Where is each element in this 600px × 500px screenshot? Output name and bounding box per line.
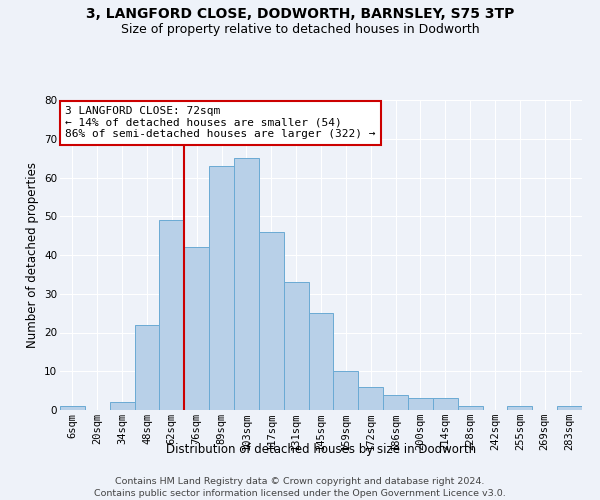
Bar xyxy=(408,398,433,410)
Bar xyxy=(60,406,85,410)
Bar xyxy=(284,282,308,410)
Bar xyxy=(184,247,209,410)
Bar xyxy=(433,398,458,410)
Bar xyxy=(209,166,234,410)
Bar xyxy=(160,220,184,410)
Text: 3, LANGFORD CLOSE, DODWORTH, BARNSLEY, S75 3TP: 3, LANGFORD CLOSE, DODWORTH, BARNSLEY, S… xyxy=(86,8,514,22)
Bar xyxy=(557,406,582,410)
Text: Contains HM Land Registry data © Crown copyright and database right 2024.: Contains HM Land Registry data © Crown c… xyxy=(115,478,485,486)
Bar xyxy=(358,387,383,410)
Bar xyxy=(508,406,532,410)
Bar xyxy=(234,158,259,410)
Text: 3 LANGFORD CLOSE: 72sqm
← 14% of detached houses are smaller (54)
86% of semi-de: 3 LANGFORD CLOSE: 72sqm ← 14% of detache… xyxy=(65,106,376,140)
Text: Distribution of detached houses by size in Dodworth: Distribution of detached houses by size … xyxy=(166,442,476,456)
Text: Contains public sector information licensed under the Open Government Licence v3: Contains public sector information licen… xyxy=(94,489,506,498)
Bar xyxy=(134,325,160,410)
Bar xyxy=(334,371,358,410)
Bar xyxy=(308,313,334,410)
Bar xyxy=(458,406,482,410)
Y-axis label: Number of detached properties: Number of detached properties xyxy=(26,162,38,348)
Bar xyxy=(259,232,284,410)
Bar xyxy=(383,394,408,410)
Bar xyxy=(110,402,134,410)
Text: Size of property relative to detached houses in Dodworth: Size of property relative to detached ho… xyxy=(121,22,479,36)
